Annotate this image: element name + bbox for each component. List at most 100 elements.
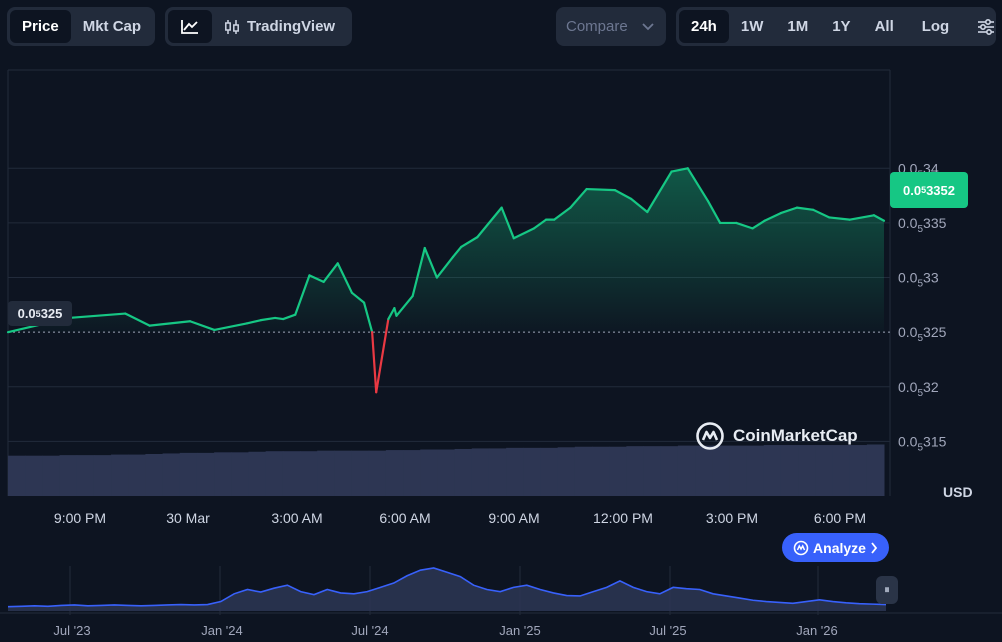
volume-bar (59, 455, 78, 496)
navigator-line (7, 567, 887, 608)
line-chart-icon (181, 19, 198, 34)
price-line-segment (259, 316, 277, 322)
reference-price-prefix: 0.0 (17, 306, 36, 321)
price-line-segment (751, 219, 766, 230)
price-line-segment (512, 227, 536, 240)
volume-bar (403, 450, 421, 496)
volume-bar (8, 455, 26, 496)
currency-label: USD (943, 484, 973, 500)
volume-bar (643, 446, 662, 496)
volume-bar (317, 450, 335, 496)
volume-bar (334, 450, 353, 496)
y-tick-label: 0.05335 (898, 215, 947, 235)
price-line-segment (553, 206, 572, 221)
x-tick-label: 6:00 AM (379, 510, 430, 526)
price-line-segment (362, 301, 374, 334)
volume-bar (196, 452, 215, 496)
price-line-segment (585, 187, 617, 192)
volume-bar (42, 455, 61, 496)
price-line-segment (476, 206, 503, 239)
price-line-segment (646, 170, 673, 214)
volume-bar (25, 455, 43, 496)
price-line-segment (686, 167, 710, 203)
coinmarketcap-watermark: CoinMarketCap (695, 421, 858, 451)
price-line-segment (395, 295, 414, 317)
volume-bar (300, 451, 318, 496)
volume-bar (866, 444, 885, 496)
volume-bar (832, 445, 851, 496)
navigator-x-tick-label: Jul '25 (649, 623, 686, 638)
volume-bar (626, 446, 645, 496)
volume-bar (523, 447, 541, 496)
volume-bar (111, 454, 129, 496)
volume-bar (712, 445, 730, 496)
analyze-button[interactable]: Analyze (782, 533, 889, 562)
navigator-x-tick-label: Jan '25 (499, 623, 541, 638)
price-line-segment (795, 206, 815, 211)
range-1w[interactable]: 1W (740, 18, 764, 35)
tradingview-button[interactable]: TradingView (212, 10, 347, 43)
line-chart-button[interactable] (168, 10, 212, 43)
range-selector: 24h 1W 1M 1Y All Log (676, 7, 996, 46)
volume-bar (162, 453, 181, 496)
compare-dropdown[interactable]: Compare (556, 7, 666, 46)
current-price-badge: 0.0 5 3352 (890, 172, 968, 208)
settings-button[interactable] (965, 10, 1002, 43)
navigator-x-tick-label: Jul '24 (351, 623, 388, 638)
navigator-area (8, 568, 886, 611)
volume-bar (214, 452, 232, 496)
volume-bar (506, 447, 524, 496)
price-line-segment (670, 167, 689, 173)
price-chart[interactable]: 0.05340.053350.05330.053250.05320.053159… (0, 60, 1002, 530)
range-all[interactable]: All (874, 18, 894, 35)
navigator-handle[interactable]: ⏸ (876, 576, 898, 604)
price-line-segment (706, 199, 722, 225)
volume-bar (76, 455, 95, 496)
volume-bar (265, 451, 284, 496)
price-line-segment (735, 221, 754, 230)
price-tab[interactable]: Price (10, 10, 71, 43)
x-tick-label: 3:00 PM (706, 510, 758, 526)
mktcap-tab[interactable]: Mkt Cap (82, 18, 142, 35)
volume-bar (420, 449, 438, 496)
log-scale-button[interactable]: Log (921, 18, 950, 35)
price-line-segment (245, 319, 262, 325)
watermark-label: CoinMarketCap (733, 426, 858, 445)
price-line-segment (460, 236, 479, 249)
navigator-x-tick-label: Jul '23 (53, 623, 90, 638)
volume-bar (368, 450, 387, 496)
y-tick-label: 0.0532 (898, 379, 939, 399)
x-tick-label: 30 Mar (166, 510, 210, 526)
price-line-segment (848, 214, 875, 221)
x-tick-label: 12:00 PM (593, 510, 653, 526)
price-line-segment (188, 320, 216, 332)
volume-bar (849, 445, 868, 496)
price-line-segment (273, 316, 285, 321)
price-line-segment (500, 206, 515, 240)
chevron-right-icon (871, 541, 878, 554)
price-line-segment (411, 246, 426, 298)
price-line-segment (779, 206, 799, 215)
price-line-segment (336, 262, 354, 294)
sliders-icon (978, 18, 995, 35)
x-tick-label: 9:00 AM (488, 510, 539, 526)
volume-bar (798, 445, 816, 496)
price-line-segment (569, 187, 588, 209)
compare-label: Compare (566, 18, 628, 35)
analyze-label: Analyze (813, 539, 866, 556)
volume-bar (660, 446, 679, 496)
range-1m[interactable]: 1M (787, 18, 809, 35)
y-tick-label: 0.05315 (898, 433, 947, 453)
price-line-segment (371, 331, 378, 394)
range-1y[interactable]: 1Y (832, 18, 851, 35)
chevron-down-icon (642, 22, 654, 30)
price-line-segment (613, 189, 633, 200)
reference-price-rest: 325 (40, 306, 63, 321)
price-line-segment (148, 320, 192, 327)
price-mktcap-toggle: Price Mkt Cap (7, 7, 155, 46)
chart-type-toggle: TradingView (165, 7, 352, 46)
volume-bar (454, 448, 473, 496)
price-line-segment (67, 312, 127, 320)
navigator-chart[interactable]: Jul '23 Jan '24 Jul '24 Jan '25 Jul '25 Jan '… (0, 560, 1002, 642)
range-24h[interactable]: 24h (679, 10, 729, 43)
